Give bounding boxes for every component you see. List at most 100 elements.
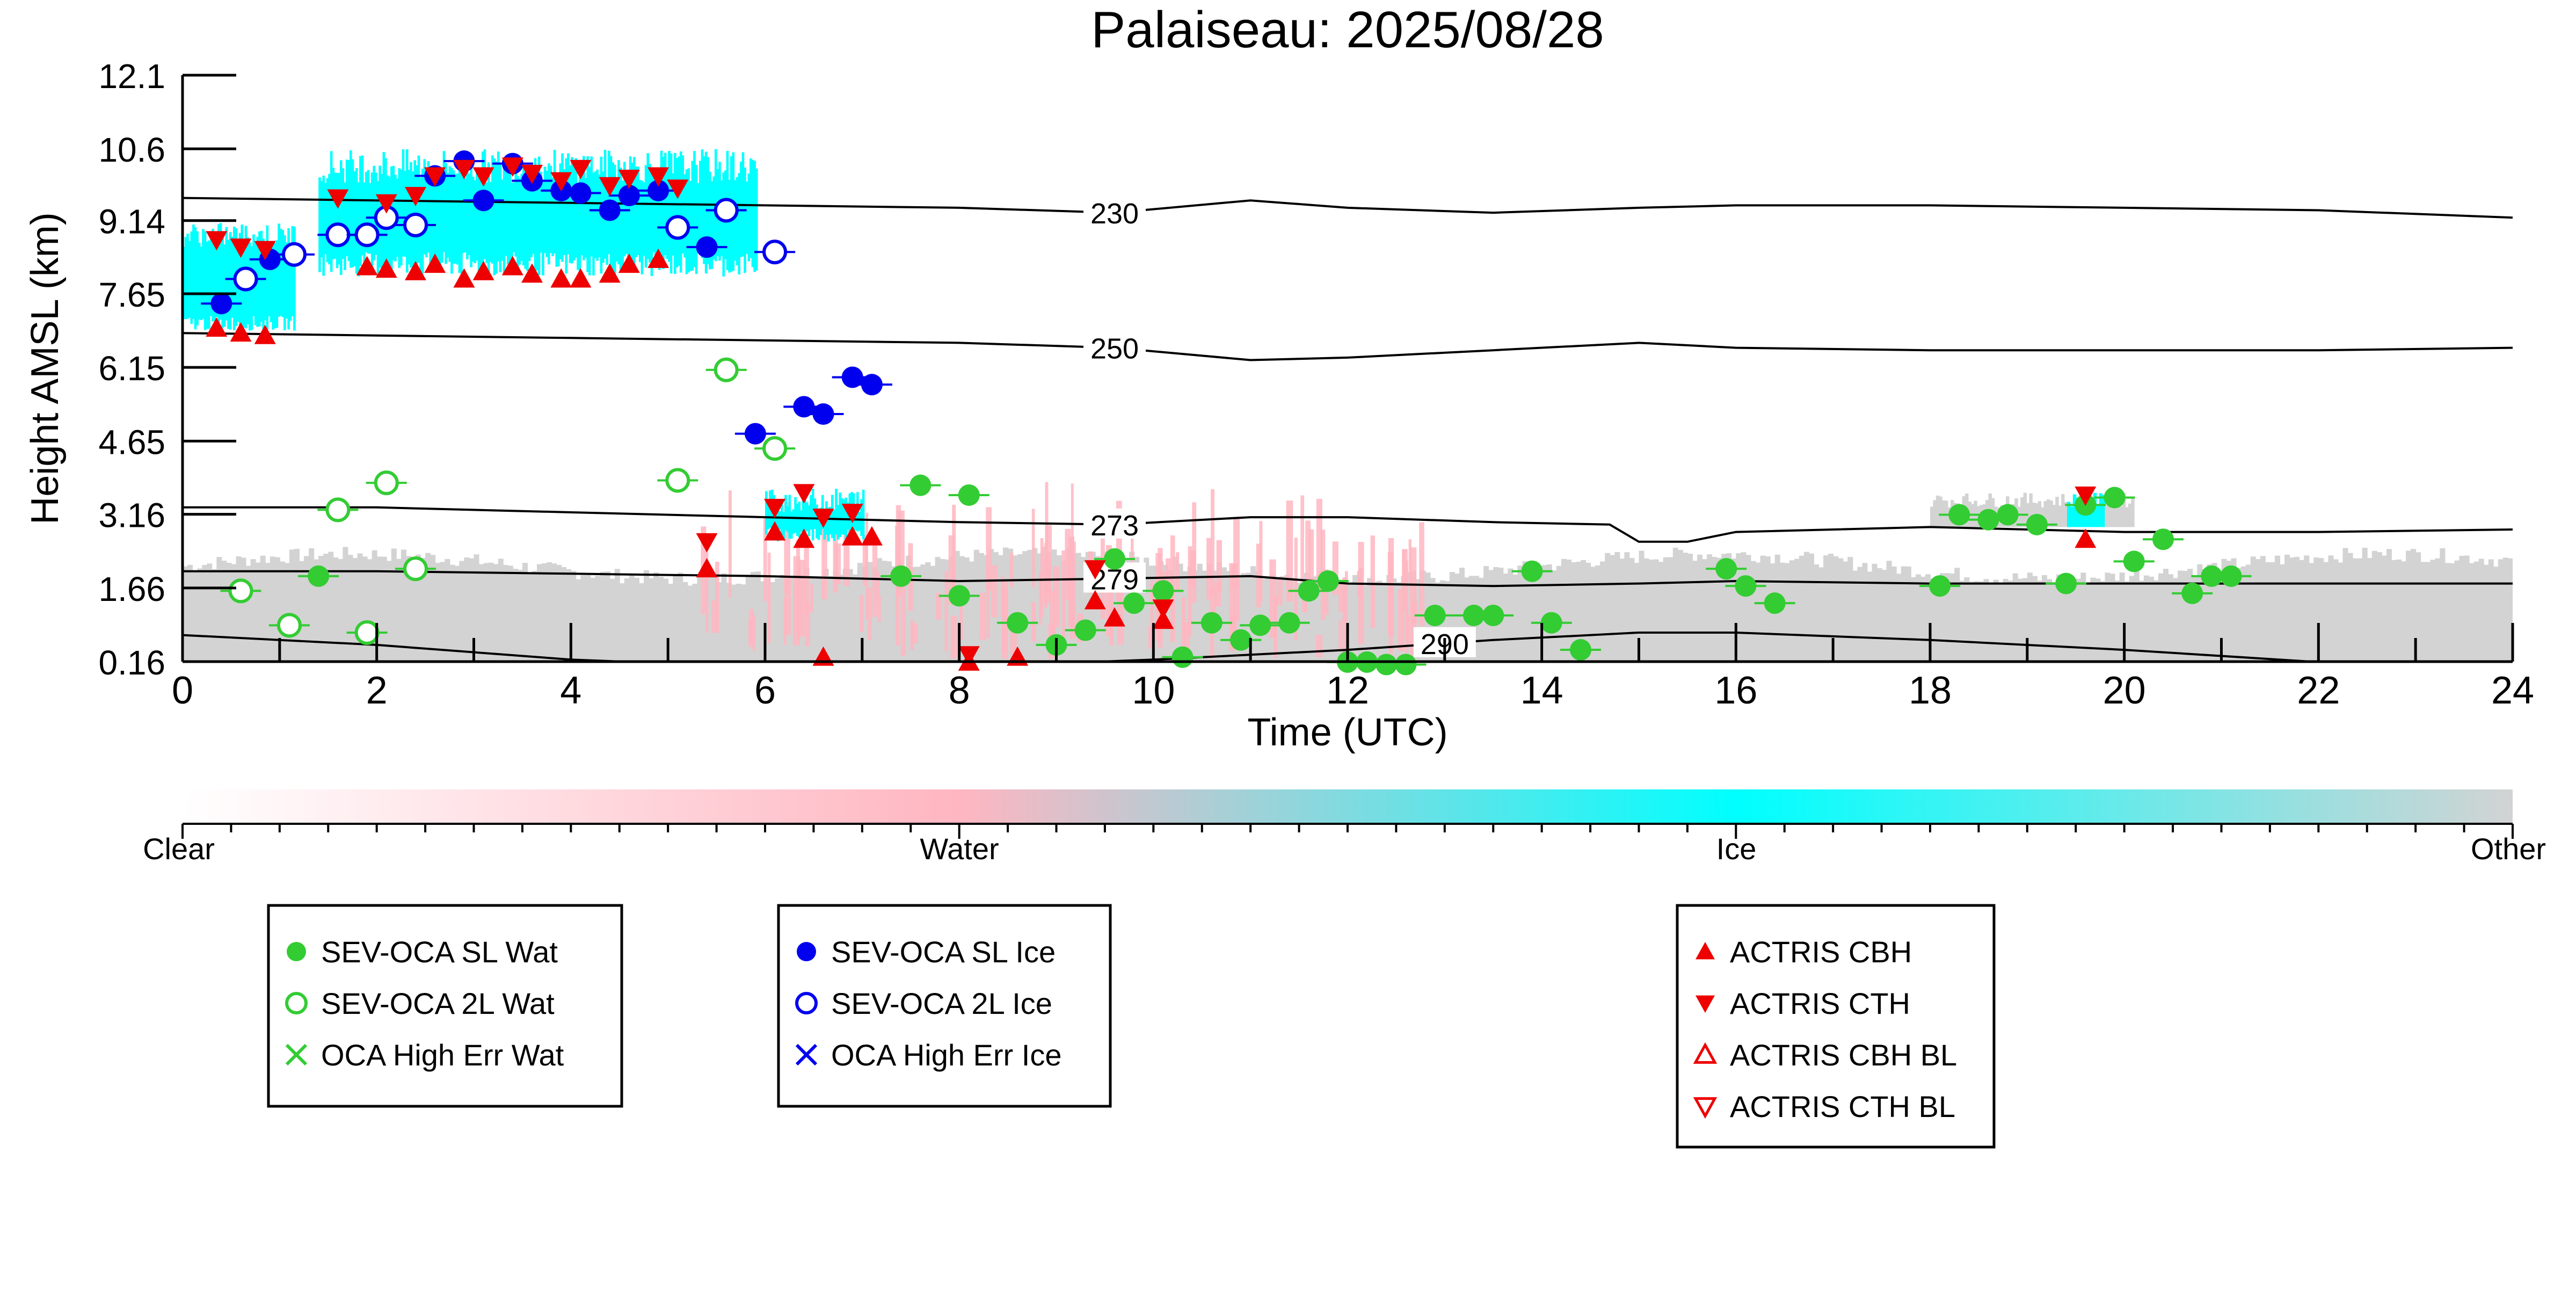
mask-ice-column — [703, 156, 705, 264]
mask-other-column — [2478, 559, 2484, 662]
mask-ice-column — [530, 171, 533, 258]
mask-other-column — [279, 561, 285, 662]
data-point — [354, 222, 380, 248]
mask-ice-column — [728, 180, 731, 273]
mask-other-column — [425, 553, 431, 662]
mask-other-column — [1226, 571, 1232, 662]
mask-other-column — [250, 559, 256, 662]
mask-other-column — [1614, 552, 1620, 662]
mask-other-column — [1653, 559, 1659, 662]
mask-other-column — [682, 582, 688, 662]
mask-other-column — [343, 547, 348, 662]
mask-other-column — [469, 558, 475, 662]
mask-other-column — [1760, 555, 1766, 662]
mask-ice-column — [547, 163, 550, 265]
mask-other-column — [362, 556, 368, 662]
data-point — [472, 167, 494, 187]
mask-ice-column — [429, 170, 432, 265]
data-point — [206, 231, 228, 251]
mask-other-column — [2274, 555, 2280, 662]
mask-other-column — [1570, 562, 1576, 662]
mask-other-column — [2007, 581, 2013, 662]
mask-ice-column — [456, 173, 459, 265]
mask-water-streak — [1210, 589, 1217, 618]
mask-other-column — [226, 563, 232, 662]
mask-other-column — [1275, 578, 1280, 662]
mask-ice-column — [687, 168, 690, 273]
mask-ice-column — [503, 159, 506, 273]
mask-other-column — [1022, 551, 1028, 662]
mask-water-streak — [805, 602, 810, 647]
y-tick-label: 7.65 — [98, 275, 165, 314]
mask-ice-column — [450, 168, 453, 274]
legend-box: SEV-OCA SL Wat SEV-OCA 2L Wat OCA High Err… — [267, 904, 623, 1108]
mask-ice-column — [778, 511, 781, 530]
mask-other-column — [260, 555, 266, 662]
legend-label: OCA High Err Wat — [321, 1038, 564, 1072]
mask-ice-column — [747, 173, 751, 262]
mask-ice-column — [565, 158, 568, 274]
mask-other-column — [2066, 576, 2072, 662]
mask-ice-column — [334, 172, 337, 259]
mask-other-column — [842, 568, 848, 662]
mask-ice-column — [376, 181, 380, 275]
mask-ice-column — [373, 165, 376, 260]
mask-other-column — [1532, 569, 1538, 662]
mask-ice-column — [338, 173, 340, 265]
mask-other-column — [1872, 563, 1878, 662]
mask-other-column — [1352, 575, 1358, 662]
mask-ice-column — [584, 178, 587, 258]
mask-water-streak — [1411, 601, 1418, 623]
mask-other-column — [2211, 563, 2217, 662]
data-point — [618, 185, 640, 207]
mask-other-column — [1075, 553, 1081, 662]
mask-other-column — [1658, 562, 1664, 662]
mask-other-column — [289, 549, 295, 662]
data-point — [812, 403, 834, 425]
mask-water-streak — [865, 512, 869, 620]
mask-ice-column — [551, 177, 554, 256]
data-point — [230, 238, 252, 258]
mask-other-column — [2051, 582, 2057, 662]
mask-ice-column — [790, 511, 793, 539]
mask-ice-column — [802, 488, 805, 532]
data-point — [958, 484, 980, 506]
mask-other-column — [1415, 579, 1421, 662]
mask-other-column — [1008, 548, 1014, 662]
mask-other-column — [668, 584, 674, 662]
mask-other-column — [1974, 581, 1980, 662]
data-point-layer — [201, 150, 2252, 676]
mask-other-column — [207, 563, 213, 662]
mask-ice-column — [495, 161, 498, 274]
mask-other-column — [847, 569, 853, 662]
legend-marker — [1693, 1042, 1718, 1064]
mask-ice-column — [212, 228, 214, 322]
mask-ice-column — [196, 231, 199, 325]
legend-frame — [267, 904, 623, 1108]
mask-other-column — [629, 575, 635, 662]
mask-other-column — [2148, 576, 2154, 662]
data-point — [764, 521, 786, 541]
mask-other-column — [391, 548, 397, 662]
series-sev-oca-2l-ice — [225, 198, 796, 292]
mask-other-column — [507, 565, 513, 662]
mask-ice-column — [588, 167, 591, 275]
mask-cloud-column — [2122, 492, 2126, 527]
mask-ice-column — [464, 178, 467, 252]
mask-cloud-column — [2111, 501, 2114, 527]
mask-ice-column — [744, 167, 746, 273]
data-point — [793, 396, 815, 418]
mask-other-column — [2502, 557, 2508, 662]
mask-other-column — [1978, 581, 1984, 662]
mask-other-column — [2469, 563, 2475, 662]
mask-cloud-column — [2116, 501, 2120, 527]
mask-ice-column — [841, 498, 843, 535]
mask-ice-column — [512, 182, 515, 252]
mask-other-column — [381, 556, 387, 662]
mask-other-column — [1619, 559, 1625, 662]
mask-other-column — [2352, 558, 2358, 662]
x-tick-label: 16 — [1714, 669, 1757, 712]
mask-other-column — [2376, 552, 2382, 662]
mask-water-streak — [1050, 590, 1056, 652]
